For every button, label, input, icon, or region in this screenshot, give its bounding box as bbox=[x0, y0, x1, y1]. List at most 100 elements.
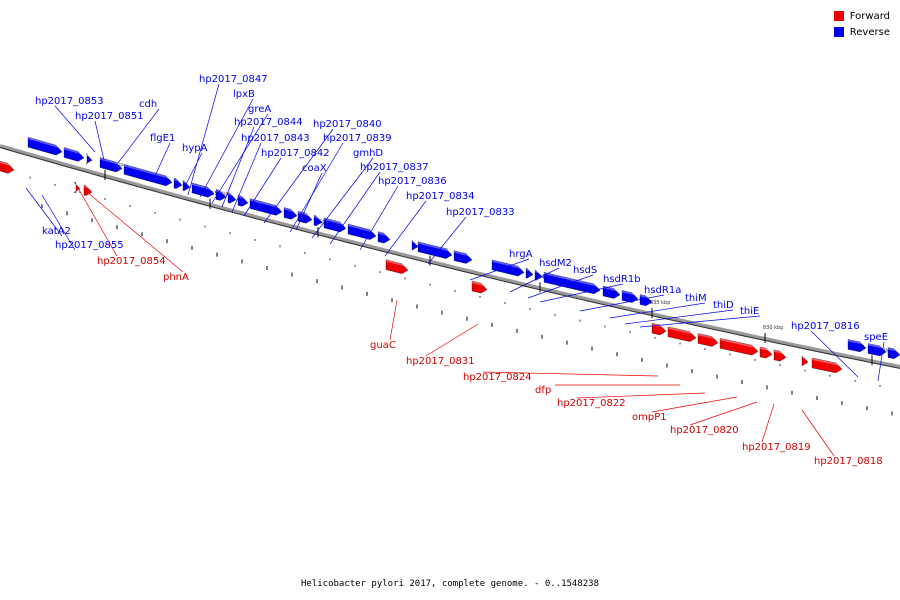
forward-gene-8 bbox=[719, 338, 759, 356]
backbone-line bbox=[0, 144, 900, 369]
gene-label-hp2017-0816: hp2017_0816 bbox=[791, 321, 860, 332]
leader-cdh bbox=[117, 108, 160, 164]
forward-gene-6-shine bbox=[667, 326, 697, 335]
forward-gene-7 bbox=[697, 333, 719, 347]
map-caption: Helicobacter pylori 2017, complete genom… bbox=[300, 579, 599, 589]
reverse-gene-6 bbox=[182, 180, 191, 191]
leader-kata2 bbox=[25, 187, 63, 237]
reverse-gene-23-shine bbox=[534, 270, 543, 274]
gene-label-hp2017-0847: hp2017_0847 bbox=[199, 74, 268, 85]
leader-ompp1 bbox=[651, 396, 738, 413]
forward-gene-0 bbox=[0, 160, 15, 174]
reverse-gene-14-shine bbox=[313, 215, 323, 220]
forward-gene-10-shine bbox=[773, 349, 787, 355]
leader-hp2017-0824 bbox=[482, 371, 659, 377]
leader-thid bbox=[624, 309, 734, 325]
legend-forward-label: Forward bbox=[849, 10, 890, 22]
gene-label-cdh: cdh bbox=[139, 99, 157, 110]
legend-reverse-label: Reverse bbox=[849, 26, 890, 38]
reverse-gene-10-shine bbox=[237, 195, 249, 200]
leader-hp2017-0854 bbox=[77, 187, 118, 257]
forward-gene-4-shine bbox=[471, 281, 488, 287]
reverse-gene-17 bbox=[377, 231, 391, 244]
legend: Forward Reverse bbox=[833, 8, 890, 40]
reverse-gene-1 bbox=[63, 147, 85, 162]
forward-gene-12-shine bbox=[811, 357, 843, 367]
forward-gene-10 bbox=[773, 349, 787, 362]
gene-label-hp2017-0844: hp2017_0844 bbox=[234, 117, 303, 128]
reverse-gene-13-shine bbox=[297, 211, 313, 217]
reverse-gene-21 bbox=[491, 259, 525, 277]
backbone-shadow bbox=[0, 147, 900, 369]
leader-coax bbox=[295, 172, 323, 231]
gene-label-hp2017-0854: hp2017_0854 bbox=[97, 256, 166, 267]
reverse-gene-17-shine bbox=[377, 231, 391, 237]
forward-gene-11 bbox=[801, 355, 809, 367]
gene-label-hp2017-0833: hp2017_0833 bbox=[446, 207, 515, 218]
forward-swatch bbox=[833, 11, 844, 21]
reverse-gene-26-shine bbox=[621, 290, 639, 296]
reverse-gene-4-shine bbox=[123, 164, 173, 180]
reverse-gene-12-shine bbox=[283, 207, 298, 213]
gene-label-spee: speE bbox=[864, 332, 888, 343]
forward-gene-9-shine bbox=[759, 346, 773, 352]
reverse-gene-23 bbox=[534, 269, 543, 281]
label-leader-lines bbox=[25, 83, 885, 457]
reverse-gene-1-shine bbox=[63, 147, 85, 156]
gene-label-guac: guaC bbox=[370, 340, 396, 351]
gene-label-hp2017-0842: hp2017_0842 bbox=[261, 148, 330, 159]
gene-label-hp2017-0837: hp2017_0837 bbox=[360, 162, 429, 173]
reverse-gene-15-shine bbox=[323, 217, 347, 226]
forward-gene-9 bbox=[759, 346, 773, 359]
reverse-gene-13 bbox=[297, 210, 313, 224]
reverse-gene-21-shine bbox=[491, 259, 525, 270]
leader-hypa bbox=[182, 152, 203, 191]
reverse-gene-24-shine bbox=[543, 272, 601, 288]
tick-label: 835 kbp bbox=[650, 300, 670, 306]
gene-label-hp2017-0834: hp2017_0834 bbox=[406, 191, 475, 202]
gene-label-hsdr1b: hsdR1b bbox=[603, 274, 641, 285]
leader-grea bbox=[211, 113, 269, 204]
leader-hsds bbox=[527, 274, 594, 299]
forward-gene-8-shine bbox=[719, 338, 759, 349]
reverse-gene-8-shine bbox=[215, 189, 227, 195]
leader-hp2017-0853 bbox=[54, 105, 96, 153]
genome-backbone bbox=[0, 144, 900, 369]
reverse-gene-18-shine bbox=[411, 240, 419, 244]
forward-gene-5-shine bbox=[651, 323, 667, 329]
gene-label-phna: phnA bbox=[163, 272, 189, 283]
forward-gene-6 bbox=[667, 326, 697, 342]
gene-label-dfp: dfp bbox=[535, 385, 551, 396]
gene-label-hp2017-0851: hp2017_0851 bbox=[75, 111, 144, 122]
minor-ticks bbox=[29, 176, 893, 416]
reverse-gene-2 bbox=[85, 153, 93, 165]
gene-label-hp2017-0818: hp2017_0818 bbox=[814, 456, 883, 467]
reverse-gene-22 bbox=[525, 267, 534, 279]
gene-label-hp2017-0855: hp2017_0855 bbox=[55, 240, 124, 251]
reverse-gene-25 bbox=[602, 285, 621, 299]
leader-flge1 bbox=[154, 142, 171, 177]
leader-hp2017-0836 bbox=[359, 185, 399, 251]
reverse-gene-30 bbox=[887, 347, 900, 359]
reverse-gene-30-shine bbox=[887, 347, 900, 352]
reverse-gene-7-shine bbox=[191, 182, 215, 191]
reverse-gene-12 bbox=[283, 207, 298, 220]
leader-spee bbox=[877, 341, 885, 382]
forward-gene-0-shine bbox=[0, 161, 15, 168]
gene-label-gmhd: gmhD bbox=[353, 148, 383, 159]
gene-label-hp2017-0819: hp2017_0819 bbox=[742, 442, 811, 453]
leader-hrga bbox=[469, 258, 530, 281]
leader-hsdm2 bbox=[509, 267, 560, 293]
leader-hp2017-0816 bbox=[810, 330, 859, 378]
forward-gene-3 bbox=[385, 259, 409, 274]
reverse-gene-10 bbox=[237, 195, 249, 207]
leader-guac bbox=[389, 299, 398, 341]
forward-gene-7-shine bbox=[697, 333, 719, 340]
reverse-gene-9-shine bbox=[227, 192, 237, 197]
gene-label-hp2017-0831: hp2017_0831 bbox=[406, 356, 475, 367]
leader-hp2017-0855 bbox=[41, 194, 76, 251]
reverse-gene-5 bbox=[173, 177, 183, 189]
leader-thie bbox=[639, 315, 761, 328]
